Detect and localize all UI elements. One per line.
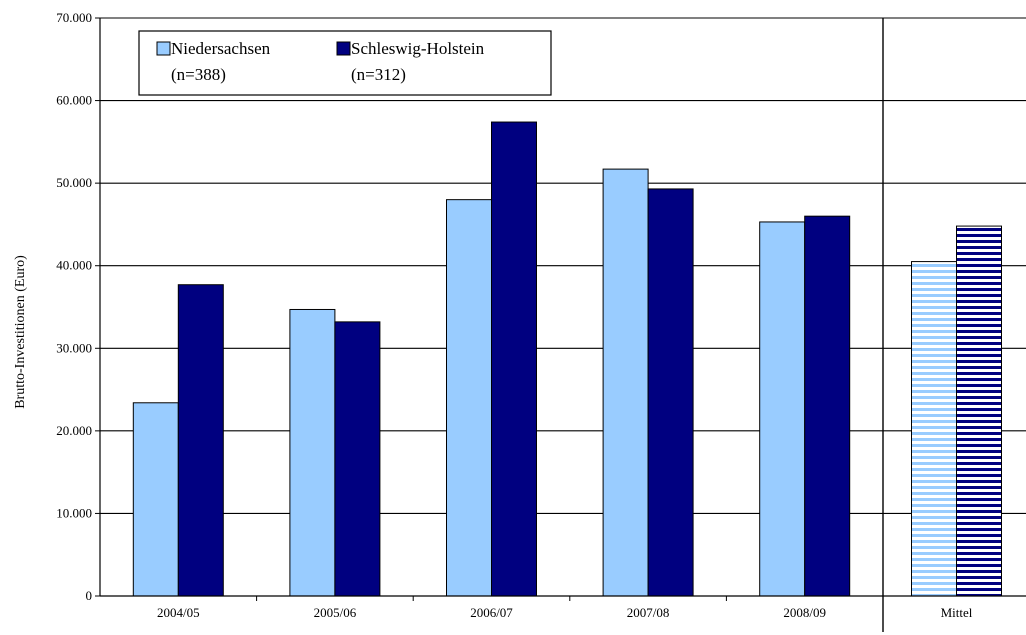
legend-label-schleswig-holstein: Schleswig-Holstein [351,39,485,58]
x-tick-label: 2006/07 [470,605,513,620]
x-tick-label: 2004/05 [157,605,200,620]
x-tick-label: 2007/08 [627,605,670,620]
bar-schleswig-holstein [491,121,537,597]
axes: 0 10.000 20.000 30.000 40.000 50.000 60.000 70.… [56,10,1026,632]
bar-schleswig-holstein [177,284,224,597]
y-tick-label: 60.000 [56,93,92,108]
y-tick-label: 30.000 [56,340,92,355]
bars [132,121,1002,597]
y-tick-label: 40.000 [56,258,92,273]
y-tick-label: 10.000 [56,505,92,520]
bar-niedersachsen [289,308,336,597]
x-tick-label: 2005/06 [314,605,357,620]
y-axis-label: Brutto-Investitionen (Euro) [13,255,28,409]
bar-schleswig-holstein [956,225,1002,597]
bar-niedersachsen [911,261,957,597]
y-tick-label: 50.000 [56,175,92,190]
y-tick-label: 20.000 [56,423,92,438]
legend: Niedersachsen (n=388) Schleswig-Holstein… [138,30,552,96]
y-tick-label: 70.000 [56,10,92,25]
bar-niedersachsen [132,402,179,597]
bar-niedersachsen [759,221,806,597]
y-tick-label: 0 [86,588,93,603]
legend-swatch-niedersachsen [156,41,171,56]
bar-niedersachsen [446,199,492,597]
x-tick-label: Mittel [941,605,973,620]
legend-sample-niedersachsen: (n=388) [171,65,226,84]
bar-schleswig-holstein [334,321,381,597]
legend-sample-schleswig-holstein: (n=312) [351,65,406,84]
legend-label-niedersachsen: Niedersachsen [171,39,271,58]
bar-schleswig-holstein [804,215,851,597]
legend-swatch-schleswig-holstein [336,41,351,56]
x-tick-label: 2008/09 [783,605,826,620]
bar-schleswig-holstein [647,188,694,597]
gridlines [100,17,1026,514]
bar-niedersachsen [602,168,649,597]
